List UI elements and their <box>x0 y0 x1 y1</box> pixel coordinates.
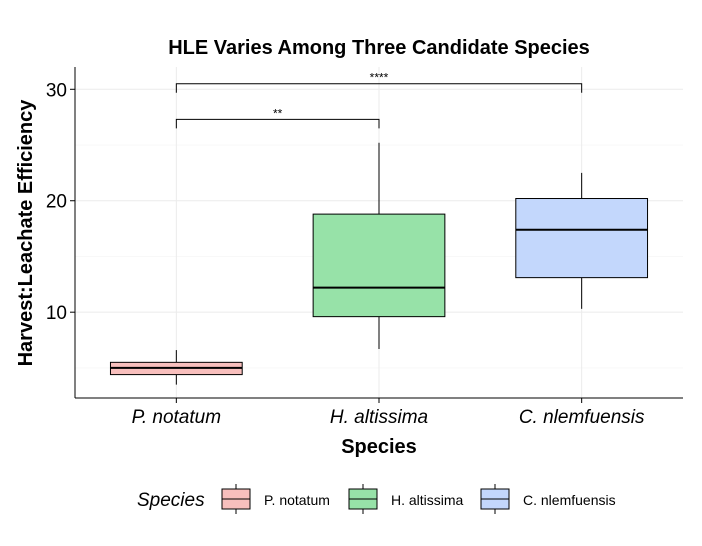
chart-title: HLE Varies Among Three Candidate Species <box>168 37 590 59</box>
x-tick-label: C. nlemfuensis <box>519 407 645 428</box>
y-ticks: 10 20 30 <box>46 80 75 324</box>
significance-bracket-2: **** <box>175 71 583 93</box>
significance-label: ** <box>273 106 283 120</box>
x-tick-label: P. notatum <box>132 407 221 428</box>
y-tick-label: 20 <box>46 192 67 213</box>
box-body <box>312 213 446 318</box>
bracket-line <box>175 83 583 93</box>
y-tick-label: 30 <box>46 80 67 101</box>
legend-label: H. altissima <box>391 492 464 508</box>
significance-bracket-1: ** <box>175 106 380 129</box>
x-tick-label: H. altissima <box>330 407 428 428</box>
significance-layer: ****** <box>175 71 583 129</box>
box-body <box>515 198 649 279</box>
box-3 <box>515 172 649 309</box>
legend-item-1: P. notatum <box>221 484 330 514</box>
legend-item-2: H. altissima <box>348 484 464 514</box>
legend-label: C. nlemfuensis <box>523 492 616 508</box>
boxes-layer <box>109 142 649 385</box>
box-1 <box>109 350 243 385</box>
legend-label: P. notatum <box>264 492 330 508</box>
bracket-line <box>175 118 380 129</box>
y-tick-label: 10 <box>46 303 67 324</box>
legend-title: Species <box>137 490 205 511</box>
box-2 <box>312 142 446 349</box>
legend-item-3: C. nlemfuensis <box>480 484 616 514</box>
legend: Species P. notatum H. altissima C. nlemfue… <box>137 484 616 514</box>
significance-label: **** <box>370 71 389 85</box>
y-axis-title: Harvest:Leachate Efficiency <box>15 99 37 367</box>
x-ticks: P. notatum H. altissima C. nlemfuensis <box>132 398 645 428</box>
x-axis-title: Species <box>341 436 417 458</box>
